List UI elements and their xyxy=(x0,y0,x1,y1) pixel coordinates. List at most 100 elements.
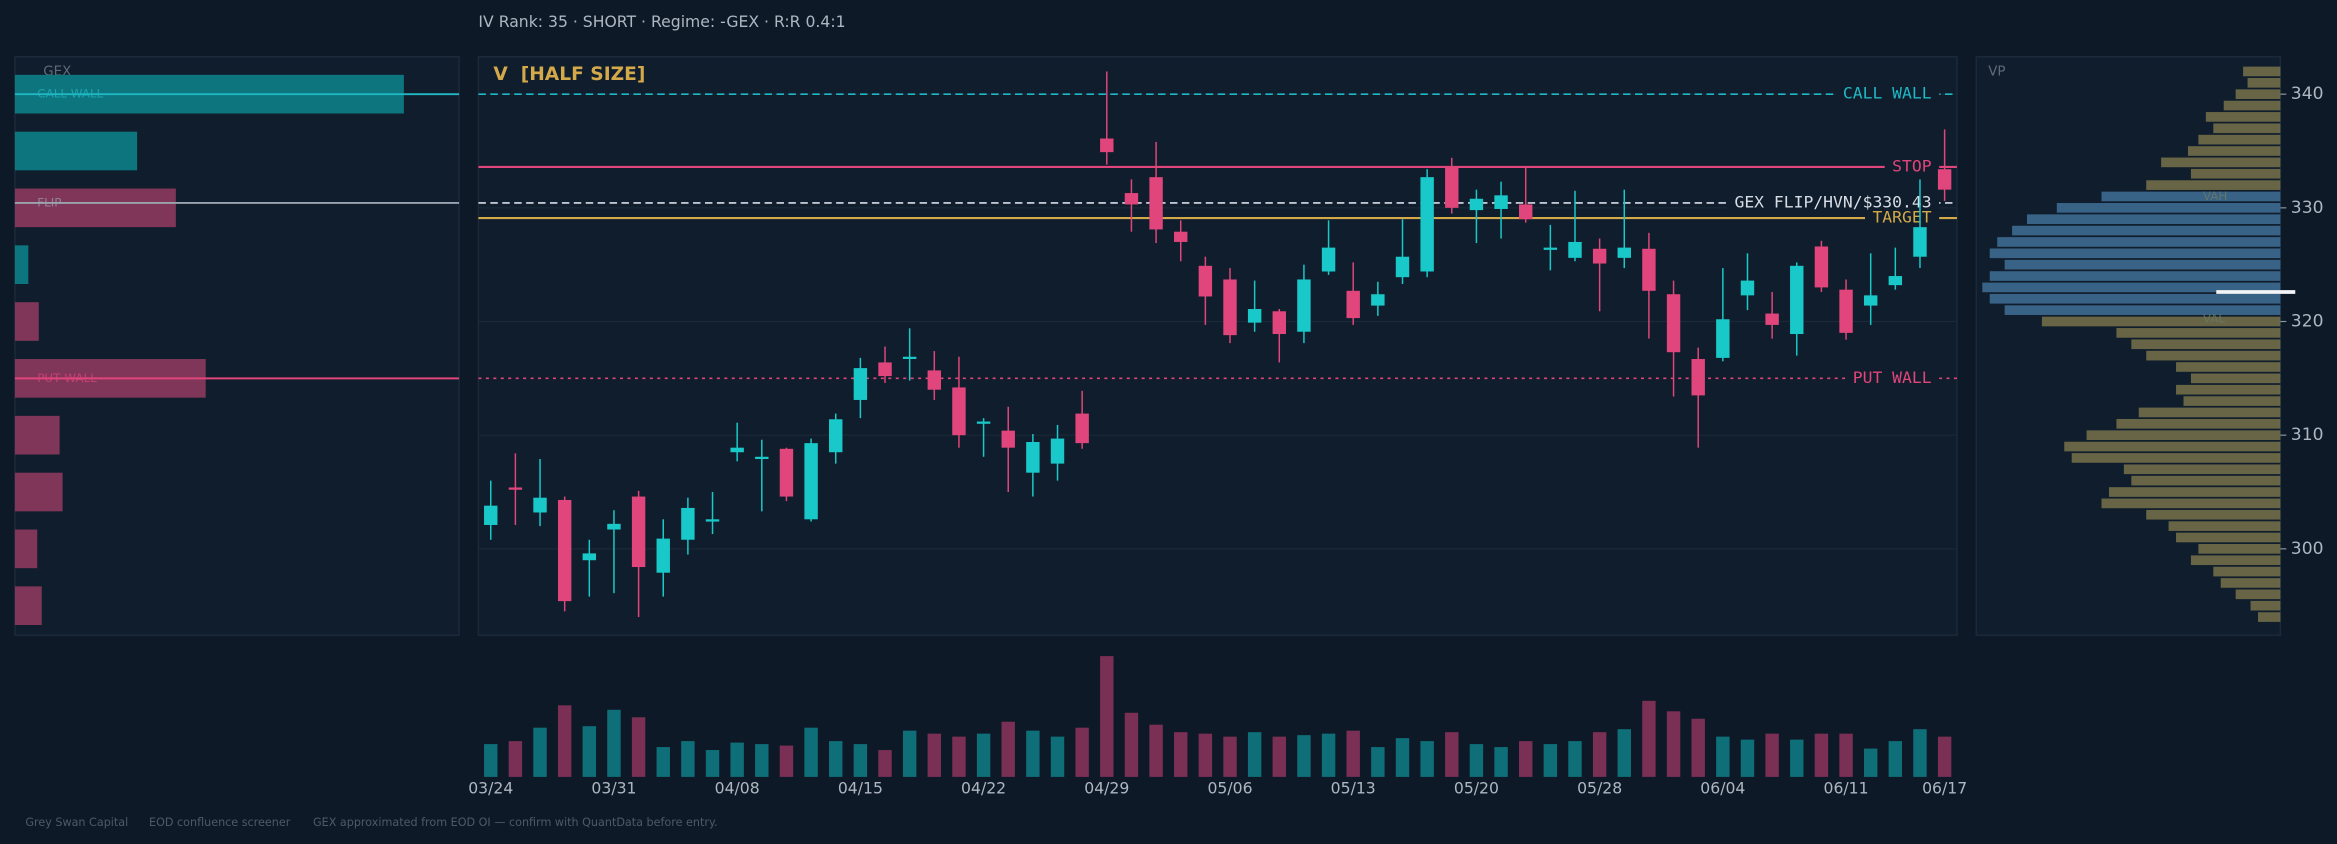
candle-body xyxy=(1913,227,1927,257)
level-label: PUT WALL xyxy=(1853,368,1932,387)
volume-bar xyxy=(1790,739,1804,777)
price-panel xyxy=(477,55,1958,636)
candle-body xyxy=(1814,246,1829,288)
vp-bar xyxy=(2146,509,2281,520)
volume-bar xyxy=(1026,730,1040,777)
vp-bar xyxy=(2012,225,2281,236)
y-tick-label: 330 xyxy=(2291,198,2324,218)
volume-bar xyxy=(484,744,498,777)
x-tick-label: 05/20 xyxy=(1454,778,1499,797)
vp-bar xyxy=(2041,316,2281,327)
volume-bar xyxy=(508,741,523,777)
candle-body xyxy=(1321,247,1336,272)
candle-body xyxy=(1716,319,1730,358)
level-label-bg xyxy=(1845,370,1940,386)
candle-body xyxy=(1839,289,1853,333)
level-label-bg xyxy=(1884,159,1940,175)
x-tick-label: 05/13 xyxy=(1331,778,1376,797)
candle-body xyxy=(1543,247,1558,250)
candle-body xyxy=(1568,241,1582,258)
x-tick-label: 06/04 xyxy=(1700,778,1745,797)
vp-bar xyxy=(2004,305,2281,315)
footer-tool: EOD confluence screener xyxy=(149,816,291,829)
volume-bar xyxy=(1100,656,1114,777)
vp-bar xyxy=(2146,350,2281,361)
vp-bar xyxy=(2026,214,2281,225)
vp-bar xyxy=(2131,339,2281,350)
volume-bar xyxy=(1272,736,1286,777)
vp-bar xyxy=(2213,566,2281,577)
candle-body xyxy=(1642,248,1656,291)
volume-bar xyxy=(1124,712,1139,777)
candle-body xyxy=(1026,442,1040,473)
candle-body xyxy=(1124,193,1139,205)
gex-bar xyxy=(14,586,42,626)
vp-bar xyxy=(2190,555,2281,566)
volume-bar xyxy=(1420,741,1434,777)
x-tick-label: 04/15 xyxy=(838,778,883,797)
volume-bar xyxy=(1543,744,1558,777)
candle-body xyxy=(1075,413,1089,444)
volume-bar xyxy=(1445,732,1459,777)
candle-body xyxy=(1371,294,1385,306)
vp-annotation: VAL xyxy=(2203,312,2226,326)
volume-bar xyxy=(1395,738,1410,777)
candle-body xyxy=(508,487,523,490)
vp-bar xyxy=(2004,259,2281,270)
gex-bar xyxy=(14,245,29,285)
volume-bar xyxy=(1223,736,1237,777)
volume-bar xyxy=(656,747,670,777)
candle-body xyxy=(1740,280,1755,296)
volume-bar xyxy=(1839,733,1853,777)
vp-bar xyxy=(2116,418,2281,429)
vp-bar xyxy=(2187,146,2281,156)
x-tick-label: 05/28 xyxy=(1577,778,1622,797)
candle-body xyxy=(853,368,868,400)
volume-bar xyxy=(607,709,621,777)
x-tick-label: 04/22 xyxy=(961,778,1006,797)
volume-bar xyxy=(1247,732,1262,777)
candle-body xyxy=(1494,195,1508,209)
x-tick-label: 03/24 xyxy=(468,778,513,797)
candle-body xyxy=(656,538,670,573)
gex-marker-label: CALL WALL xyxy=(37,87,103,101)
vp-bar xyxy=(2131,475,2281,486)
volume-bar xyxy=(533,727,547,777)
candle-body xyxy=(952,387,966,436)
candle-body xyxy=(1247,309,1262,323)
vp-bar xyxy=(2108,487,2281,497)
volume-bar xyxy=(779,745,794,777)
volume-bar xyxy=(1321,733,1336,777)
candle-body xyxy=(1666,294,1681,353)
volume-bar xyxy=(1297,735,1311,777)
x-tick-label: 04/29 xyxy=(1084,778,1129,797)
vp-bar xyxy=(2183,396,2281,406)
candle-body xyxy=(976,421,991,424)
x-tick-label: 03/31 xyxy=(591,778,636,797)
volume-bar xyxy=(1740,739,1755,777)
vp-bar xyxy=(2190,373,2281,384)
y-tick-label: 310 xyxy=(2291,425,2324,445)
candle-body xyxy=(607,523,621,530)
gex-bar xyxy=(14,472,63,512)
volume-bar xyxy=(1691,718,1705,777)
y-tick-label: 320 xyxy=(2291,312,2324,332)
candle-body xyxy=(927,370,942,390)
candle-body xyxy=(1863,295,1878,306)
x-tick-label: 04/08 xyxy=(715,778,760,797)
volume-bar xyxy=(1568,741,1582,777)
candle-body xyxy=(730,447,744,453)
level-label-bg xyxy=(1835,86,1940,102)
level-label: STOP xyxy=(1892,156,1932,175)
candle-body xyxy=(681,507,695,540)
vp-bar xyxy=(2198,544,2281,554)
volume-bar xyxy=(1765,733,1779,777)
vp-bar xyxy=(2056,203,2281,213)
volume-bar xyxy=(1001,721,1015,777)
candle-body xyxy=(1765,313,1779,325)
candle-body xyxy=(829,419,843,453)
volume-bar xyxy=(1913,729,1927,777)
vp-bar xyxy=(2243,66,2281,77)
gex-bar xyxy=(14,302,39,341)
volume-bar xyxy=(976,733,991,777)
